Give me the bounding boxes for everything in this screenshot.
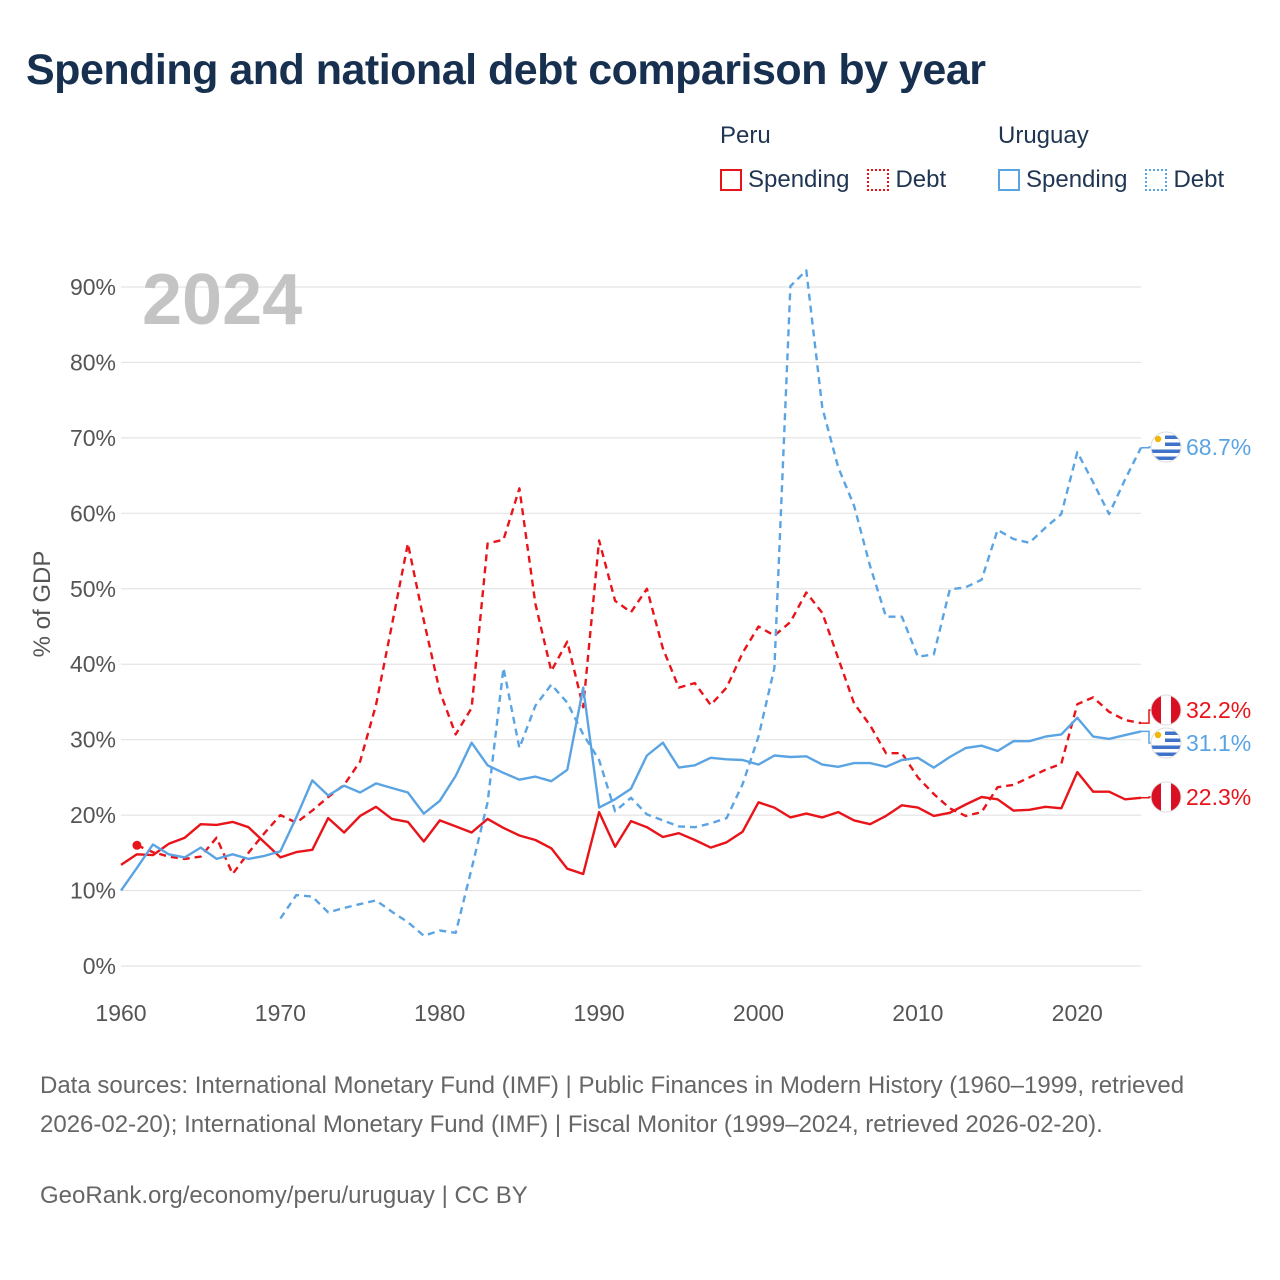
year-watermark: 2024 (142, 260, 302, 340)
uruguay-flag-icon (1150, 431, 1182, 463)
y-tick-label: 0% (83, 953, 116, 979)
legend-label: Debt (1173, 166, 1225, 193)
line-chart: 2024 % of GDP 0% 10% 20% 30% 40% 50% 60% 70% 80%… (29, 260, 1251, 1026)
solid-line-swatch-icon (720, 169, 742, 191)
end-labels: 68.7% 32.2% 31.1% 22.3% (1141, 431, 1251, 813)
chart-title: Spending and national debt comparison by… (26, 46, 986, 94)
legend-label: Debt (895, 166, 947, 193)
x-tick-label: 2010 (892, 1000, 943, 1026)
y-tick-label: 90% (70, 274, 116, 300)
end-value-label: 68.7% (1186, 434, 1251, 460)
x-tick-label: 2020 (1052, 1000, 1103, 1026)
x-tick-label: 1970 (255, 1000, 306, 1026)
legend-item-peru-debt[interactable]: Debt (867, 166, 946, 194)
legend-country-uruguay: Uruguay (998, 122, 1089, 149)
legend-item-uruguay-spending[interactable]: Spending (998, 166, 1127, 194)
x-tick-label: 2000 (733, 1000, 784, 1026)
y-tick-label: 70% (70, 425, 116, 451)
legend-label: Spending (748, 166, 850, 193)
dotted-line-swatch-icon (1145, 169, 1168, 191)
legend: Peru Spending Debt Uruguay Spending Debt (720, 122, 1260, 212)
uruguay-debt-line[interactable] (279, 269, 1143, 937)
end-label-connector (1141, 709, 1151, 724)
y-tick-label: 50% (70, 576, 116, 602)
uruguay-flag-icon (1150, 727, 1182, 759)
y-tick-label: 30% (70, 727, 116, 753)
peru-flag-icon (1150, 694, 1182, 726)
axis-ticks: 0% 10% 20% 30% 40% 50% 60% 70% 80% 90% 1960 1970 198… (70, 274, 1103, 1026)
legend-country-peru: Peru (720, 122, 771, 149)
legend-item-uruguay-debt[interactable]: Debt (1145, 166, 1224, 194)
end-label-connector (1141, 796, 1151, 799)
y-tick-label: 60% (70, 500, 116, 526)
y-tick-label: 20% (70, 802, 116, 828)
x-tick-label: 1990 (574, 1000, 625, 1026)
series-lines (120, 269, 1143, 937)
end-value-label: 31.1% (1186, 730, 1251, 756)
data-sources: Data sources: International Monetary Fun… (40, 1072, 1185, 1138)
y-tick-label: 80% (70, 349, 116, 375)
legend-item-peru-spending[interactable]: Spending (720, 166, 849, 194)
end-value-label: 22.3% (1186, 784, 1251, 810)
uruguay-spending-line[interactable] (120, 686, 1142, 892)
end-label-connector (1141, 446, 1151, 449)
gridlines (121, 286, 1141, 967)
legend-group-peru: Peru Spending Debt (720, 122, 946, 194)
peru-spending-line[interactable] (120, 770, 1142, 876)
y-axis-label: % of GDP (29, 551, 56, 658)
y-tick-label: 40% (70, 651, 116, 677)
legend-group-uruguay: Uruguay Spending Debt (998, 122, 1224, 194)
x-tick-label: 1980 (414, 1000, 465, 1026)
end-value-label: 32.2% (1186, 697, 1251, 723)
peru-flag-icon (1150, 781, 1182, 813)
credit-link[interactable]: GeoRank.org/economy/peru/uruguay | CC BY (40, 1182, 528, 1209)
y-tick-label: 10% (70, 878, 116, 904)
dotted-line-swatch-icon (867, 169, 890, 191)
legend-label: Spending (1026, 166, 1128, 193)
x-tick-label: 1960 (95, 1000, 146, 1026)
solid-line-swatch-icon (998, 169, 1020, 191)
peru-debt-line[interactable] (136, 487, 1142, 876)
end-label-connector (1141, 730, 1151, 744)
peru-debt-start-point (132, 840, 142, 850)
